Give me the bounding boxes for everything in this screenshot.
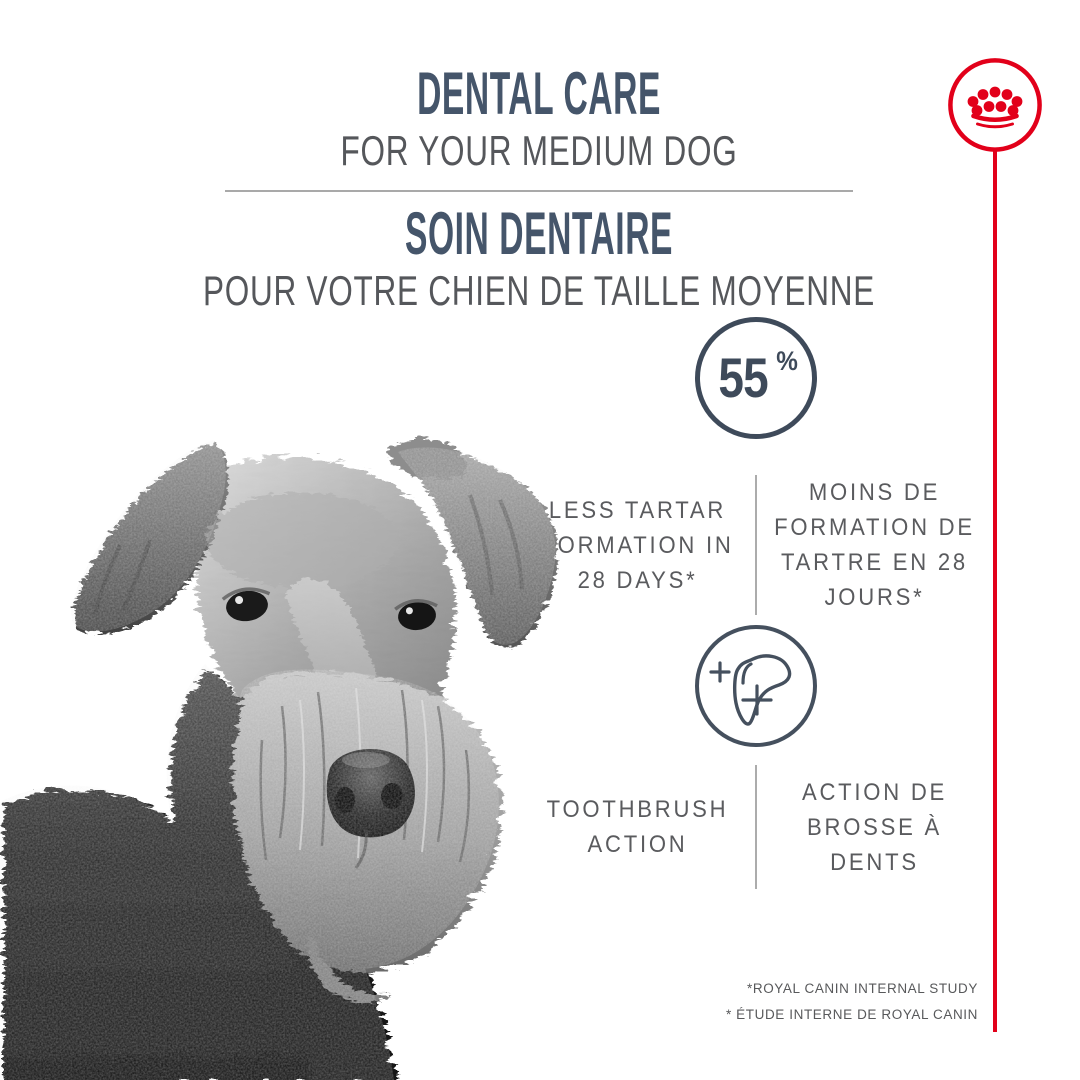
dental-kibble-icon-svg	[695, 625, 817, 747]
footnote-english: *ROYAL CANIN INTERNAL STUDY	[747, 981, 978, 996]
toothbrush-text-english: TOOTHBRUSH ACTION	[546, 796, 729, 858]
footnotes: *ROYAL CANIN INTERNAL STUDY * ÉTUDE INTE…	[726, 976, 978, 1028]
header: DENTAL CARE FOR YOUR MEDIUM DOG SOIN DEN…	[0, 64, 1078, 312]
toothbrush-text-french: ACTION DE BROSSE À DENTS	[801, 778, 948, 876]
subtitle-french: POUR VOTRE CHIEN DE TAILLE MOYENNE	[203, 267, 875, 314]
airedale-terrier-illustration	[0, 436, 556, 1080]
column-divider	[755, 765, 757, 889]
red-vertical-rule	[993, 150, 997, 1032]
percent-badge: 55 %	[695, 317, 817, 439]
percent-value: 55	[718, 346, 769, 409]
tartar-stat-row: LESS TARTAR FORMATION IN 28 DAYS* MOINS …	[520, 475, 992, 615]
crown-dots	[967, 86, 1023, 116]
tartar-text-english: LESS TARTAR FORMATION IN 28 DAYS*	[541, 496, 734, 594]
dental-kibble-icon	[693, 623, 819, 749]
dog-photo	[0, 430, 600, 1080]
column-divider	[755, 475, 757, 615]
tartar-text-french: MOINS DE FORMATION DE TARTRE EN 28 JOURS…	[774, 479, 975, 611]
title-french: SOIN DENTAIRE	[404, 200, 674, 267]
footnote-french: * ÉTUDE INTERNE DE ROYAL CANIN	[725, 1007, 978, 1022]
title-english: DENTAL CARE	[417, 60, 661, 127]
subtitle-english: FOR YOUR MEDIUM DOG	[340, 127, 738, 174]
crown-logo-svg	[948, 58, 1042, 152]
stats-panel: 55 % LESS TARTAR FORMATION IN 28 DAYS* M…	[520, 317, 992, 889]
toothbrush-stat-row: TOOTHBRUSH ACTION ACTION DE BROSSE À DEN…	[520, 765, 992, 889]
percent-sign: %	[775, 345, 798, 376]
royal-canin-crown-logo-icon	[948, 58, 1042, 152]
header-divider	[225, 190, 853, 192]
